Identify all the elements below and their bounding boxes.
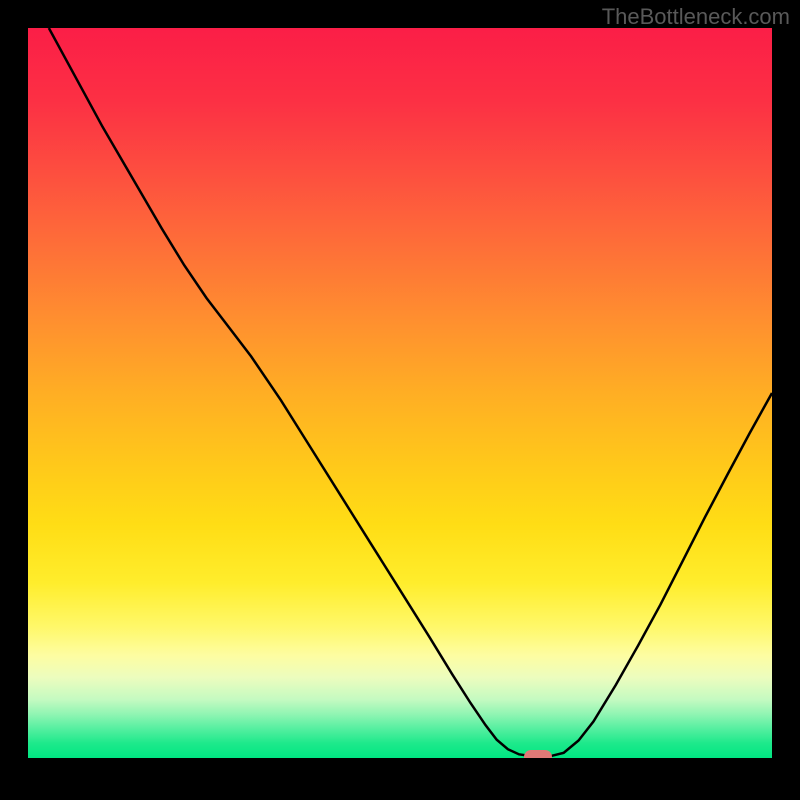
chart-plot-area — [28, 28, 772, 758]
watermark-text: TheBottleneck.com — [602, 4, 790, 30]
chart-bottom-axis — [28, 758, 772, 772]
chart-curve — [28, 28, 772, 758]
